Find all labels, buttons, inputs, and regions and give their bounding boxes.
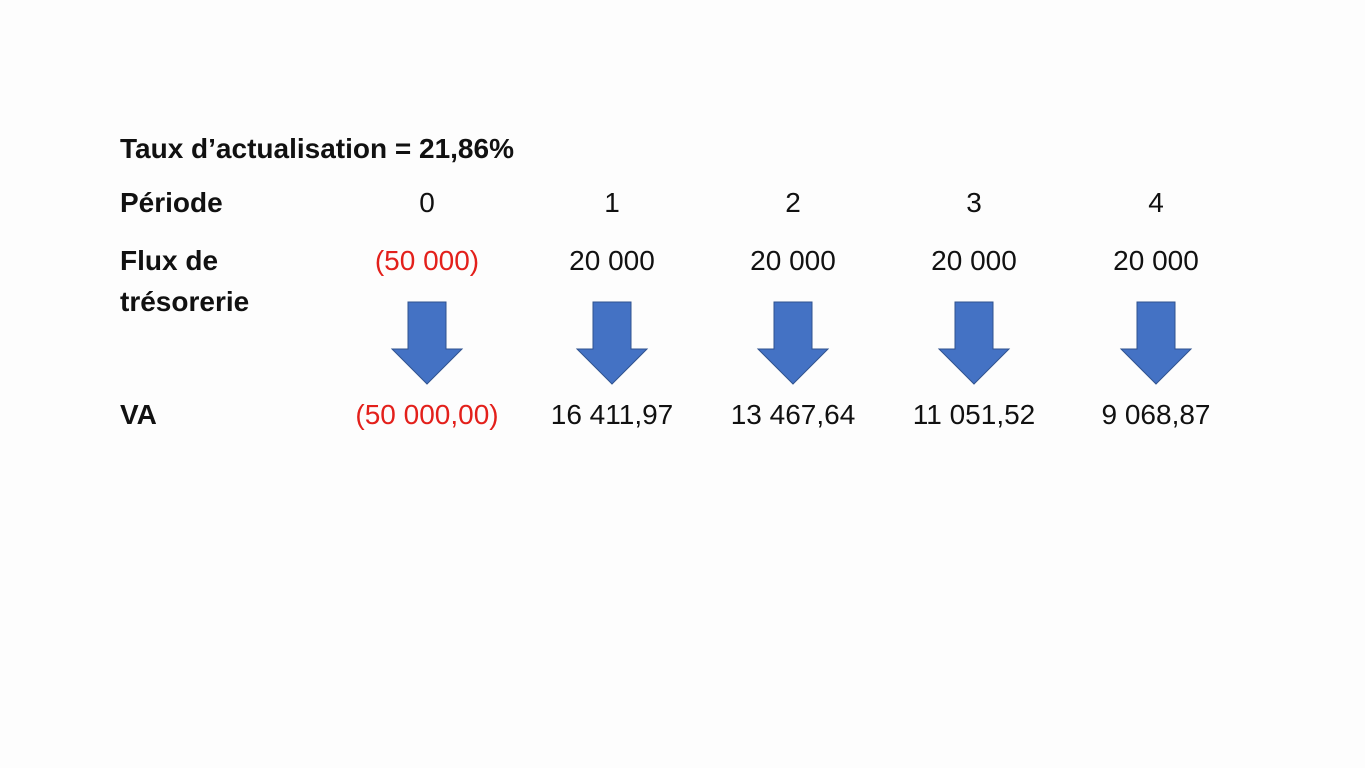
table-cell: 11 051,52 — [912, 399, 1036, 430]
row-label: VA — [120, 399, 157, 430]
table-cell: 20 000 — [569, 245, 655, 276]
down-arrow — [575, 301, 649, 385]
table-cell: 1 — [604, 187, 620, 218]
table-cell: 2 — [785, 187, 801, 218]
table-cell: 20 000 — [750, 245, 836, 276]
table-cell: (50 000,00) — [355, 399, 499, 430]
table-cell: 4 — [1148, 187, 1164, 218]
table-cell: 0 — [419, 187, 435, 218]
table-cell: 16 411,97 — [550, 399, 674, 430]
table-cell: 20 000 — [931, 245, 1017, 276]
table-cell: 20 000 — [1113, 245, 1199, 276]
table-cell: 13 467,64 — [730, 399, 856, 430]
down-arrow — [390, 301, 464, 385]
table-cell: (50 000) — [374, 245, 480, 276]
title: Taux d’actualisation = 21,86% — [120, 133, 514, 164]
row-label: Période — [120, 187, 223, 218]
table-cell: 9 068,87 — [1101, 399, 1211, 430]
table-cell: 3 — [966, 187, 982, 218]
row-label: Flux de trésorerie — [120, 245, 250, 317]
down-arrow — [937, 301, 1011, 385]
down-arrow — [1119, 301, 1193, 385]
down-arrow — [756, 301, 830, 385]
